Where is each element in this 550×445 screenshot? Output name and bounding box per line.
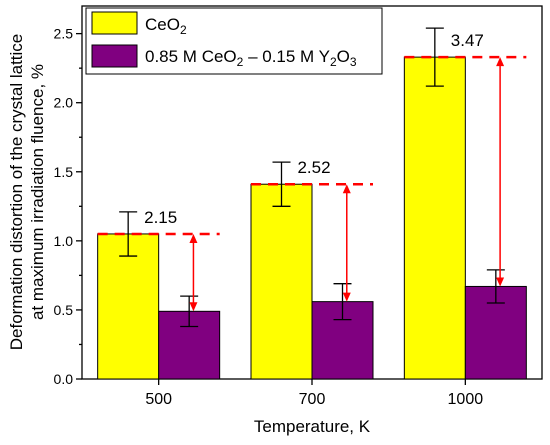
legend-label-ceo2: CeO2 [145, 15, 187, 37]
error-bar-ceo2-500 [119, 211, 138, 257]
error-bar-ceo2-1000 [425, 27, 444, 87]
legend-swatch-ceo2 [91, 11, 138, 35]
ratio-label-700: 2.52 [297, 158, 330, 177]
ratio-arrow-500 [189, 233, 198, 312]
x-axis-label: Temperature, K [254, 417, 371, 436]
y-tick-label-1.0: 1.0 [54, 233, 74, 249]
legend-label-composite: 0.85 M CeO2 – 0.15 M Y2O3 [145, 47, 357, 69]
x-tick-label-1000: 1000 [448, 391, 484, 408]
y-tick-label-0.0: 0.0 [54, 371, 74, 387]
error-bar-composite-700 [333, 283, 352, 321]
y-tick-label-1.5: 1.5 [54, 164, 74, 180]
y-tick-label-2.5: 2.5 [54, 26, 74, 42]
bar-ceo2-1000 [403, 56, 466, 380]
y-axis-label-line2: at maximum irradiation fluence, % [28, 64, 47, 320]
y-axis-label-line1: Deformation distortion of the crystal la… [7, 34, 26, 351]
error-bar-composite-500 [180, 295, 199, 328]
ratio-arrow-700 [342, 184, 351, 302]
legend-swatch-composite [91, 44, 138, 68]
ratio-label-500: 2.15 [144, 208, 177, 227]
ratio-arrow-1000 [496, 57, 505, 287]
bar-ceo2-700 [250, 183, 313, 380]
x-tick-label-500: 500 [145, 391, 172, 408]
legend: CeO2 0.85 M CeO2 – 0.15 M Y2O3 [85, 7, 383, 75]
ratio-label-1000: 3.47 [451, 31, 484, 50]
y-tick-label-0.5: 0.5 [54, 302, 74, 318]
x-tick-label-700: 700 [299, 391, 326, 408]
y-tick-label-2.0: 2.0 [54, 95, 74, 111]
error-bar-composite-1000 [486, 269, 505, 304]
error-bar-ceo2-700 [272, 161, 291, 207]
